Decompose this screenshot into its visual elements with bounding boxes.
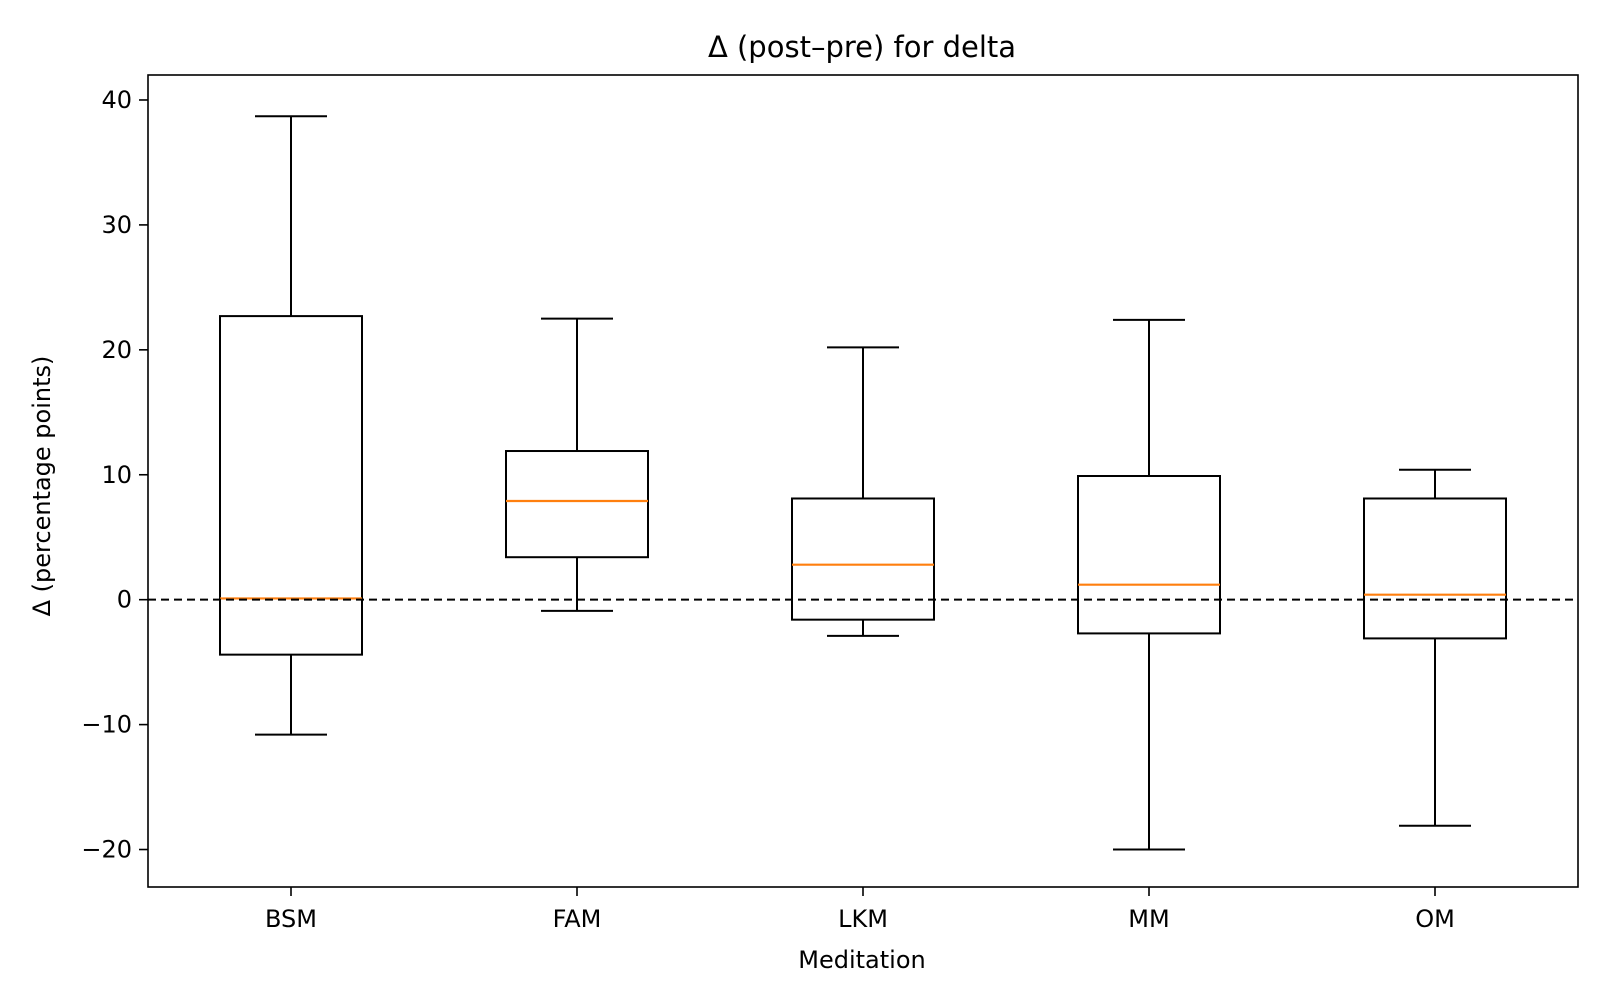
iqr-box: [1363, 497, 1507, 640]
x-tick-label: FAM: [553, 905, 602, 933]
x-axis: BSM FAM LKM MM OM: [265, 887, 1455, 933]
box-lkm: [791, 346, 935, 637]
x-tick-label: OM: [1415, 905, 1455, 933]
y-axis-label: Δ (percentage points): [28, 356, 56, 617]
box-mm: [1077, 318, 1221, 851]
y-tick-label: 40: [101, 86, 132, 114]
y-tick-label: −20: [81, 836, 132, 864]
y-tick-label: −10: [81, 711, 132, 739]
x-tick-label: BSM: [265, 905, 317, 933]
box-bsm: [219, 115, 363, 736]
chart-title: Δ (post–pre) for delta: [708, 30, 1016, 64]
y-tick-label: 30: [101, 211, 132, 239]
iqr-box: [219, 315, 363, 656]
x-tick-label: MM: [1128, 905, 1169, 933]
boxes-group: [219, 115, 1507, 851]
y-axis: −20 −10 0 10 20 30 40: [81, 86, 148, 864]
y-tick-label: 20: [101, 336, 132, 364]
y-tick-label: 0: [117, 586, 132, 614]
box-fam: [505, 317, 649, 612]
iqr-box: [1077, 475, 1221, 635]
iqr-box: [791, 497, 935, 621]
box-om: [1363, 468, 1507, 827]
iqr-box: [505, 450, 649, 559]
plot-area-frame: [147, 74, 1579, 888]
x-tick-label: LKM: [838, 905, 888, 933]
x-axis-label: Meditation: [798, 946, 925, 974]
y-tick-label: 10: [101, 461, 132, 489]
